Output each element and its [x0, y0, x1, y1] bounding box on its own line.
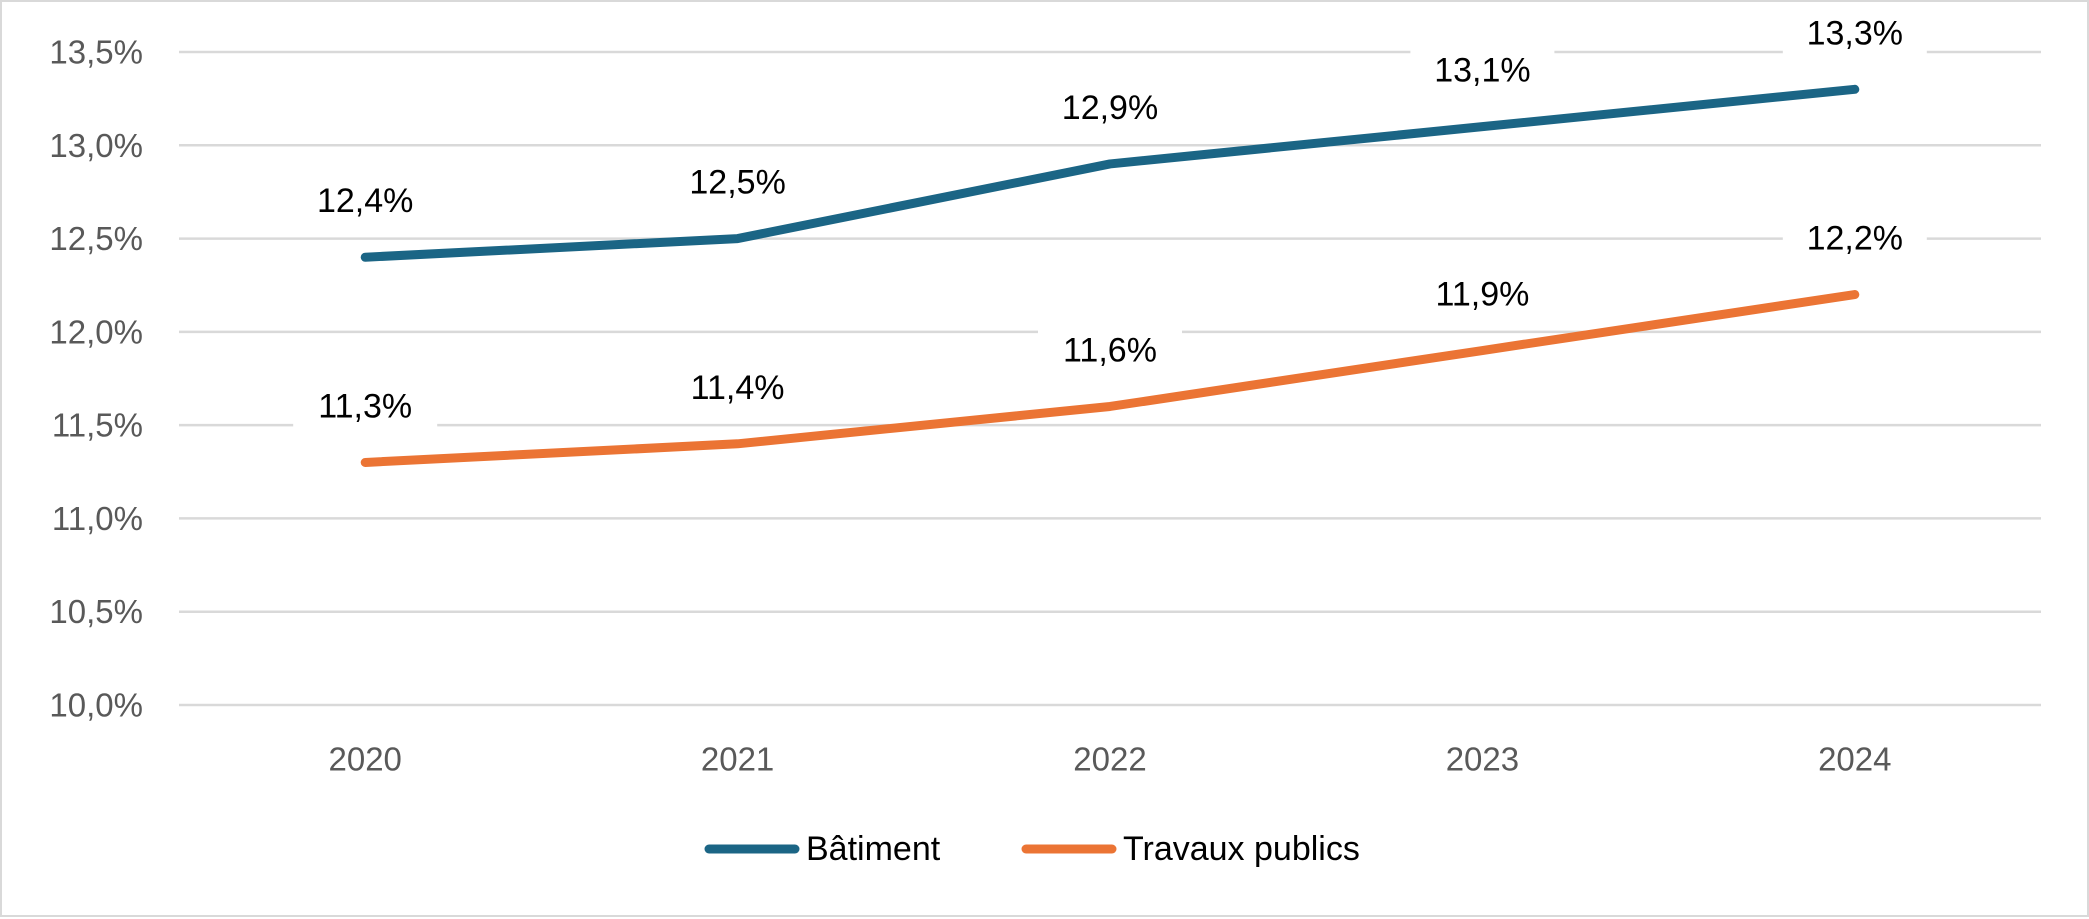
data-label: 12,5%: [689, 164, 785, 202]
gridlines: [179, 50, 2041, 707]
legend-label: Travaux publics: [1123, 830, 1360, 868]
y-tick-label: 12,5%: [49, 220, 143, 257]
x-tick-label: 2023: [1446, 741, 1519, 778]
data-label-bg: [1410, 268, 1555, 321]
data-label-bg: [1782, 7, 1927, 60]
y-tick-label: 12,0%: [49, 313, 143, 350]
data-label-bg: [1038, 324, 1182, 377]
y-tick-label: 10,0%: [49, 687, 143, 724]
y-tick-label: 13,0%: [49, 127, 143, 164]
x-tick-label: 2020: [328, 741, 401, 778]
data-label: 11,6%: [1063, 331, 1157, 369]
data-label: 11,4%: [691, 369, 785, 407]
data-label-bg: [1038, 81, 1182, 134]
data-label-bg: [665, 361, 810, 414]
data-label-bg: [293, 175, 438, 228]
legend-label: Bâtiment: [806, 830, 941, 868]
y-tick-label: 10,5%: [49, 593, 143, 630]
data-label-bg: [1782, 212, 1927, 265]
x-tick-label: 2022: [1073, 741, 1146, 778]
data-label: 13,1%: [1434, 52, 1530, 90]
y-tick-label: 11,0%: [52, 500, 143, 537]
data-label: 12,4%: [317, 182, 413, 220]
data-label: 11,3%: [318, 387, 412, 425]
data-label-bg: [665, 156, 810, 209]
data-label: 11,9%: [1435, 276, 1529, 314]
data-label: 12,2%: [1807, 220, 1903, 258]
x-tick-label: 2021: [701, 741, 774, 778]
y-tick-label: 11,5%: [52, 407, 143, 444]
data-label-bg: [1410, 44, 1555, 97]
legend: Bâtiment Travaux publics: [704, 830, 1360, 868]
x-axis-ticks: 2020 2021 2022 2023 2024: [328, 741, 1891, 778]
y-tick-label: 13,5%: [49, 34, 143, 71]
series-lines: [360, 84, 1860, 467]
data-label-bg: [293, 380, 438, 433]
data-labels: 12,4% 12,5% 12,9% 13,1% 13,3% 11,3% 11,4% 11,6%…: [293, 7, 1927, 433]
y-axis-ticks: 10,0% 10,5% 11,0% 11,5% 12,0% 12,5% 13,0% 13,5%: [49, 34, 143, 724]
data-label: 12,9%: [1062, 89, 1158, 127]
series-line-1: [360, 290, 1860, 467]
data-label: 13,3%: [1807, 14, 1903, 52]
series-line-0: [360, 84, 1860, 262]
x-tick-label: 2024: [1818, 741, 1891, 778]
